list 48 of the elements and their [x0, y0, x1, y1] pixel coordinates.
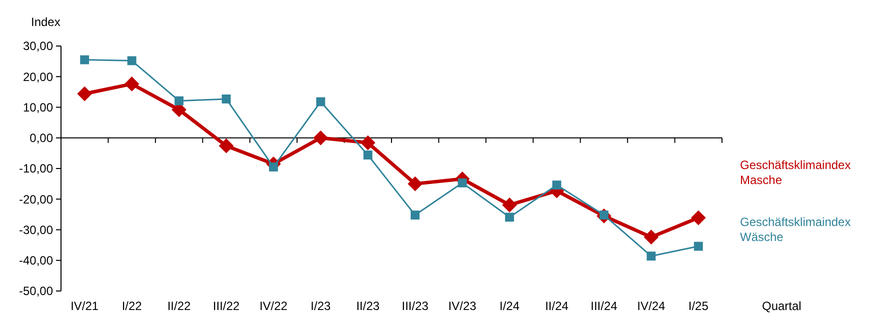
y-tick-label: 30,00	[22, 39, 54, 54]
point	[644, 230, 659, 245]
x-tick-label: III/22	[212, 299, 240, 313]
x-tick-label: IV/23	[448, 299, 477, 313]
x-tick-label: II/23	[356, 299, 380, 313]
x-axis-title: Quartal	[762, 299, 802, 313]
text: Geschäftsklimaindex Wäsche	[740, 215, 851, 244]
y-axis-title: Index	[31, 15, 60, 29]
point	[552, 180, 562, 190]
point	[694, 242, 703, 251]
x-tick-label: I/23	[310, 299, 332, 313]
point	[127, 56, 136, 66]
y-tick-label: -20,00	[18, 192, 54, 206]
y-tick-label: -10,00	[18, 162, 54, 176]
y-tick-label: 10,00	[22, 100, 54, 114]
point	[690, 210, 706, 226]
point	[124, 76, 140, 92]
y-tick-label: -50,00	[18, 284, 54, 298]
point	[410, 210, 420, 220]
point	[316, 97, 326, 106]
point	[218, 138, 234, 154]
point	[502, 198, 517, 212]
x-tick-label: IV/24	[637, 299, 666, 313]
point	[458, 178, 467, 188]
point	[363, 150, 372, 160]
point	[360, 135, 376, 150]
x-tick-label: II/22	[167, 299, 192, 313]
point	[505, 212, 514, 222]
y-tick-label: -30,00	[18, 222, 54, 237]
x-tick-label: IV/21	[70, 299, 99, 313]
point	[222, 94, 231, 104]
point	[408, 176, 423, 192]
y-tick-label: 20,00	[22, 70, 54, 84]
text: Geschäftsklimaindex Masche	[740, 158, 851, 187]
point	[80, 55, 90, 64]
point	[77, 86, 92, 102]
x-tick-label: IV/22	[259, 299, 288, 313]
point	[174, 96, 184, 106]
x-tick-label: III/23	[402, 299, 429, 313]
x-tick-label: III/24	[590, 299, 618, 313]
y-tick-label: 0,00	[30, 131, 54, 146]
y-tick-label: -40,00	[18, 254, 54, 268]
x-tick-label: I/25	[688, 299, 709, 313]
point	[313, 130, 328, 146]
x-tick-label: I/22	[122, 299, 142, 313]
x-tick-label: II/24	[545, 299, 569, 313]
x-tick-label: I/24	[500, 299, 520, 313]
point	[646, 252, 656, 261]
